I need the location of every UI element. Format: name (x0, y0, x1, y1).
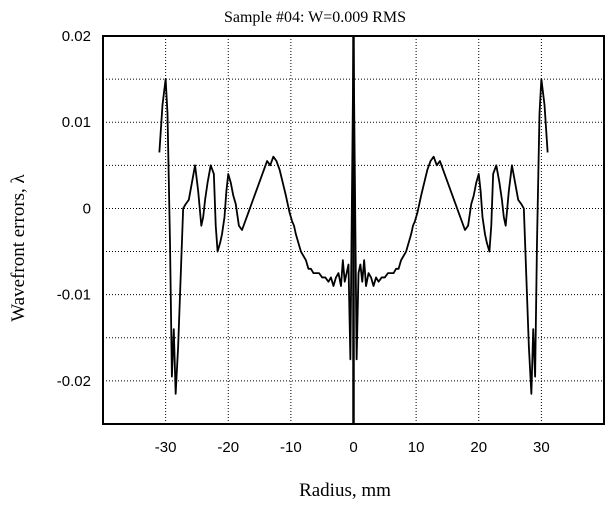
y-tick-label: -0.02 (57, 373, 91, 390)
plot-frame (102, 35, 605, 425)
x-tick-label: -10 (280, 439, 302, 456)
y-axis-label: Wavefront errors, λ (8, 173, 29, 321)
tick-layer: -30 -20 -10 0 10 20 30 0.02 0.01 0 -0.01 -0.02 (57, 28, 550, 456)
x-tick-label: 20 (470, 439, 487, 456)
y-tick-label: 0.02 (62, 28, 91, 45)
y-tick-label: -0.01 (57, 287, 91, 304)
y-tick-label: 0 (83, 200, 91, 217)
y-tick-label: 0.01 (62, 114, 91, 131)
x-tick-label: -20 (217, 439, 239, 456)
x-tick-label: 0 (349, 439, 357, 456)
x-axis-label: Radius, mm (299, 480, 391, 501)
x-tick-label: -30 (155, 439, 177, 456)
chart-title: Sample #04: W=0.009 RMS (224, 9, 406, 26)
x-tick-label: 30 (533, 439, 550, 456)
x-tick-label: 10 (408, 439, 425, 456)
